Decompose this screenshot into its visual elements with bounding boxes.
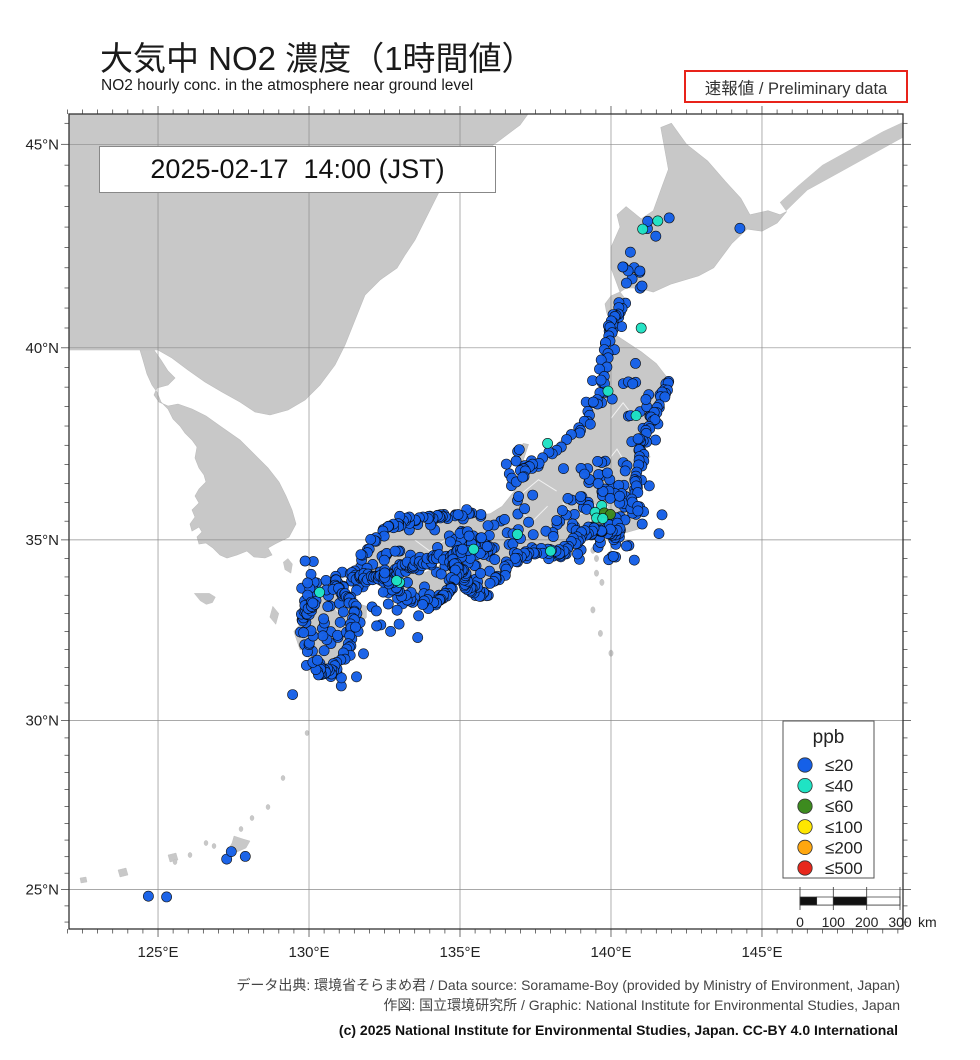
svg-text:≤40: ≤40	[825, 777, 853, 796]
svg-text:145°E: 145°E	[741, 944, 782, 961]
svg-text:140°E: 140°E	[590, 944, 631, 961]
svg-text:300: 300	[888, 914, 912, 930]
svg-text:≤20: ≤20	[825, 756, 853, 775]
svg-text:45°N: 45°N	[25, 136, 59, 153]
svg-text:130°E: 130°E	[288, 944, 329, 961]
svg-text:135°E: 135°E	[439, 944, 480, 961]
svg-text:km: km	[918, 914, 937, 930]
svg-text:25°N: 25°N	[25, 882, 59, 899]
svg-text:100: 100	[822, 914, 846, 930]
svg-text:≤60: ≤60	[825, 797, 853, 816]
svg-text:200: 200	[855, 914, 879, 930]
svg-text:ppb: ppb	[813, 727, 845, 748]
svg-text:≤200: ≤200	[825, 838, 863, 857]
svg-text:35°N: 35°N	[25, 532, 59, 549]
svg-text:0: 0	[796, 914, 804, 930]
svg-text:30°N: 30°N	[25, 712, 59, 729]
svg-text:125°E: 125°E	[138, 944, 179, 961]
svg-text:≤100: ≤100	[825, 818, 863, 837]
svg-text:40°N: 40°N	[25, 340, 59, 357]
svg-text:≤500: ≤500	[825, 859, 863, 878]
